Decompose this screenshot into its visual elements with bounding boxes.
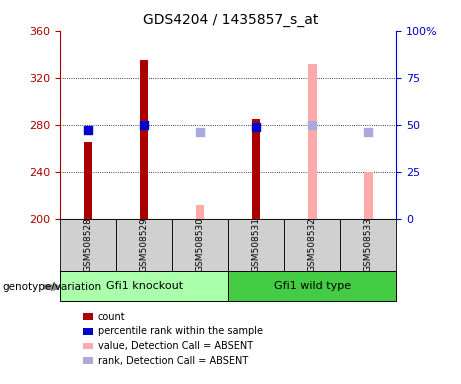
Text: GSM508533: GSM508533 xyxy=(364,217,373,272)
Bar xyxy=(140,60,148,219)
Text: count: count xyxy=(98,312,125,322)
Text: rank, Detection Call = ABSENT: rank, Detection Call = ABSENT xyxy=(98,356,248,366)
FancyBboxPatch shape xyxy=(228,271,396,301)
FancyBboxPatch shape xyxy=(228,219,284,271)
FancyBboxPatch shape xyxy=(172,219,228,271)
Point xyxy=(253,124,260,130)
Text: value, Detection Call = ABSENT: value, Detection Call = ABSENT xyxy=(98,341,253,351)
Text: genotype/variation: genotype/variation xyxy=(2,282,101,292)
Point xyxy=(84,127,92,134)
Text: GSM508531: GSM508531 xyxy=(252,217,261,272)
Text: GSM508530: GSM508530 xyxy=(195,217,205,272)
FancyBboxPatch shape xyxy=(60,219,116,271)
FancyBboxPatch shape xyxy=(60,271,228,301)
Point xyxy=(365,129,372,136)
Text: GSM508532: GSM508532 xyxy=(308,217,317,272)
Text: percentile rank within the sample: percentile rank within the sample xyxy=(98,326,263,336)
FancyBboxPatch shape xyxy=(284,219,340,271)
FancyBboxPatch shape xyxy=(340,219,396,271)
Point xyxy=(309,122,316,128)
Point xyxy=(196,129,204,136)
Point xyxy=(140,122,148,128)
Bar xyxy=(84,142,92,219)
Text: Gfi1 knockout: Gfi1 knockout xyxy=(106,281,183,291)
FancyBboxPatch shape xyxy=(116,219,172,271)
Text: GSM508528: GSM508528 xyxy=(83,217,93,272)
Bar xyxy=(364,172,372,219)
Text: GDS4204 / 1435857_s_at: GDS4204 / 1435857_s_at xyxy=(143,13,318,27)
Text: GSM508529: GSM508529 xyxy=(140,217,148,272)
Bar xyxy=(252,119,260,219)
Bar xyxy=(308,64,317,219)
Bar xyxy=(196,205,204,219)
Text: Gfi1 wild type: Gfi1 wild type xyxy=(274,281,351,291)
